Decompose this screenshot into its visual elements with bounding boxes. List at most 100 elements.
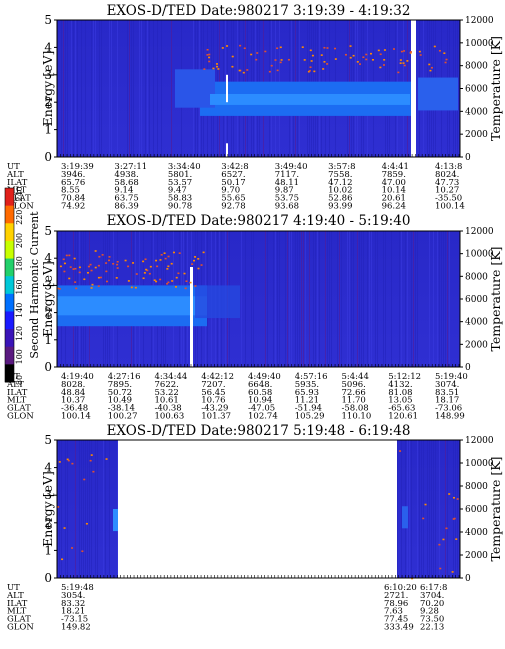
data-speckle (445, 527, 448, 530)
band-right (418, 77, 458, 111)
texture-stripe (153, 20, 154, 157)
texture-stripe (145, 20, 146, 157)
table-cell: 3074. (435, 380, 459, 390)
data-speckle (91, 283, 94, 286)
spectrogram-background (57, 440, 460, 578)
texture-stripe (93, 20, 94, 157)
data-speckle (250, 53, 253, 56)
data-speckle (246, 69, 249, 71)
data-speckle (89, 459, 92, 462)
data-speckle (280, 59, 283, 61)
colorbar-swatch (5, 346, 14, 365)
y-tick-label: 0 (44, 571, 52, 585)
data-speckle (365, 58, 368, 61)
texture-stripe (367, 231, 368, 367)
colorbar-tick-label: 240 (15, 186, 24, 201)
table-cell: 6:10:20 (384, 583, 417, 593)
data-speckle (326, 47, 329, 49)
table-cell: 5935. (295, 380, 319, 390)
table-cell: 70.20 (420, 599, 444, 609)
data-speckle (409, 52, 412, 54)
table-cell: 18.17 (435, 396, 459, 406)
texture-stripe (101, 20, 102, 157)
table-cell: -58.08 (342, 404, 369, 414)
table-cell: 63.75 (114, 194, 138, 204)
texture-stripe (295, 231, 296, 367)
data-speckle (455, 538, 458, 540)
row-label: GLON (7, 623, 34, 633)
texture-stripe (75, 20, 76, 157)
texture-stripe (147, 20, 148, 157)
colorbar-swatch (5, 329, 14, 348)
texture-stripe (91, 440, 92, 578)
table-cell: 48.11 (275, 178, 299, 188)
data-speckle (68, 277, 71, 280)
data-speckle (243, 47, 246, 50)
row-label: GLON (7, 412, 34, 422)
data-speckle (208, 56, 211, 59)
data-speckle (74, 281, 77, 283)
texture-stripe (447, 440, 448, 578)
table-cell: 20.61 (382, 194, 406, 204)
texture-stripe (95, 20, 96, 157)
data-speckle (256, 52, 259, 54)
y-right-tick-label: 6000 (465, 85, 488, 95)
data-speckle (98, 255, 101, 258)
data-speckle (411, 577, 414, 580)
table-cell: 53.75 (275, 194, 299, 204)
table-cell: 5:19:40 (435, 372, 468, 382)
table-cell: 5801. (168, 170, 192, 180)
table-cell: 2721. (384, 591, 408, 601)
table-cell: 10.14 (382, 186, 406, 196)
data-speckle (418, 50, 421, 53)
texture-stripe (371, 231, 372, 367)
energy-band (113, 509, 118, 532)
texture-stripe (117, 20, 118, 157)
table-cell: 7859. (382, 170, 406, 180)
data-speckle (212, 67, 215, 70)
data-speckle (255, 58, 258, 61)
row-label: ALT (6, 591, 24, 601)
table-cell: 4:42:12 (201, 372, 234, 382)
data-speckle (155, 259, 158, 262)
data-speckle (112, 262, 115, 265)
texture-stripe (287, 231, 288, 367)
data-speckle (424, 503, 427, 506)
texture-stripe (377, 231, 378, 367)
data-speckle (323, 46, 326, 49)
texture-stripe (327, 231, 328, 367)
ephemeris-table: UTALTILATMLTGLATGLON4:19:408028.48.8410.… (6, 372, 468, 422)
table-cell: 13.05 (388, 396, 412, 406)
data-speckle (156, 265, 159, 268)
texture-stripe (331, 231, 332, 367)
texture-stripe (399, 231, 400, 367)
texture-stripe (301, 231, 302, 367)
table-cell: 9.28 (420, 607, 439, 617)
data-speckle (68, 254, 71, 257)
data-speckle (451, 571, 454, 573)
data-speckle (71, 462, 74, 465)
table-cell: 120.61 (388, 412, 418, 422)
colorbar-tick-label: 200 (15, 233, 24, 248)
texture-stripe (139, 20, 140, 157)
data-speckle (310, 60, 313, 62)
data-speckle (428, 63, 431, 66)
table-cell: 83.32 (61, 599, 85, 609)
colorbar-swatch (5, 364, 14, 383)
data-speckle (61, 558, 64, 561)
data-speckle (371, 58, 374, 61)
table-cell: 92.78 (221, 202, 245, 212)
band-tail (195, 285, 240, 319)
data-speckle (58, 461, 61, 463)
y-tick-label: 0 (44, 150, 52, 164)
data-speckle (174, 286, 177, 288)
data-speckle (231, 55, 234, 58)
texture-stripe (297, 231, 298, 367)
texture-stripe (455, 440, 456, 578)
energy-band (57, 285, 240, 327)
texture-stripe (161, 20, 162, 157)
texture-stripe (111, 20, 112, 157)
y-tick-label: 3 (44, 488, 52, 502)
texture-stripe (383, 231, 384, 367)
table-cell: 5:19:48 (61, 583, 94, 593)
